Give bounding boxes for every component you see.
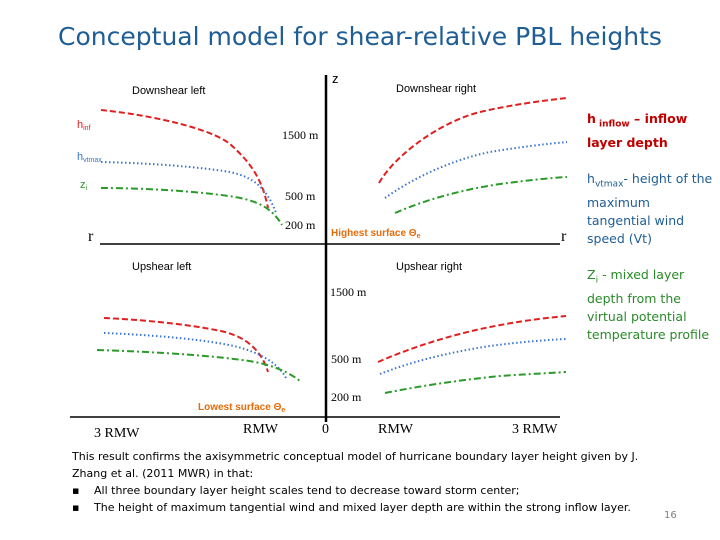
slide-title: Conceptual model for shear-relative PBL … xyxy=(58,22,662,51)
x-tick-3rmw-right: 3 RMW xyxy=(512,422,558,437)
height-label-1500-top: 1500 m xyxy=(282,128,319,142)
mixed-curve-upshear-left xyxy=(96,349,301,382)
inflow-curve-downshear-left xyxy=(100,109,269,209)
bullet-icon: ▪ xyxy=(72,484,80,497)
x-tick-3rmw-left: 3 RMW xyxy=(94,426,140,441)
bullet-icon: ▪ xyxy=(72,501,80,514)
x-tick-rmw-right: RMW xyxy=(378,422,414,437)
r-axis-left-label: r xyxy=(88,228,94,245)
mixed-curve-downshear-right xyxy=(394,176,568,214)
quadrant-downshear-left: Downshear left xyxy=(132,85,205,97)
height-label-500-top: 500 m xyxy=(285,189,316,203)
legend-h-vtmax: hvtmax xyxy=(77,151,102,164)
legend-h-inf: hinf xyxy=(77,119,91,132)
vtmax-curve-upshear-right xyxy=(379,338,567,375)
height-label-200-bottom: 200 m xyxy=(331,390,362,404)
annotation-vtmax: hvtmax- height of the maximum tangential… xyxy=(587,171,713,246)
vtmax-curve-downshear-right xyxy=(384,141,568,199)
lowest-surface-theta-label: Lowest surface Θe xyxy=(198,402,285,414)
z-axis-label: z xyxy=(332,71,339,86)
quadrant-downshear-right: Downshear right xyxy=(396,83,476,95)
caption-text: This result confirms the axisymmetric co… xyxy=(72,450,639,480)
inflow-curve-upshear-left xyxy=(103,317,269,373)
annotation-zi: Zi - mixed layer depth from the virtual … xyxy=(587,267,710,342)
x-tick-rmw-left: RMW xyxy=(243,422,279,437)
caption: This result confirms the axisymmetric co… xyxy=(72,448,662,516)
x-tick-zero: 0 xyxy=(322,422,329,437)
page-number: 16 xyxy=(664,510,677,521)
mixed-curve-upshear-right xyxy=(384,371,567,394)
legend-z-i: zi xyxy=(80,179,88,192)
height-label-200-top: 200 m xyxy=(285,218,316,232)
vtmax-curve-downshear-left xyxy=(100,161,277,214)
mixed-curve-downshear-left xyxy=(100,187,283,226)
annotation-inflow: h inflow – inflow layer depth xyxy=(587,111,688,150)
caption-bullet-1: ▪ All three boundary layer height scales … xyxy=(72,484,520,497)
quadrant-upshear-left: Upshear left xyxy=(132,261,191,273)
inflow-curve-upshear-right xyxy=(377,315,567,363)
vtmax-curve-upshear-left xyxy=(103,332,287,379)
quadrant-upshear-right: Upshear right xyxy=(396,261,462,273)
r-axis-right-label: r xyxy=(561,228,567,245)
height-label-1500-bottom: 1500 m xyxy=(330,285,367,299)
highest-surface-theta-label: Highest surface Θe xyxy=(331,228,421,240)
height-label-500-bottom: 500 m xyxy=(331,352,362,366)
inflow-curve-downshear-right xyxy=(378,97,568,184)
caption-bullet-2: ▪ The height of maximum tangential wind a… xyxy=(72,501,631,514)
